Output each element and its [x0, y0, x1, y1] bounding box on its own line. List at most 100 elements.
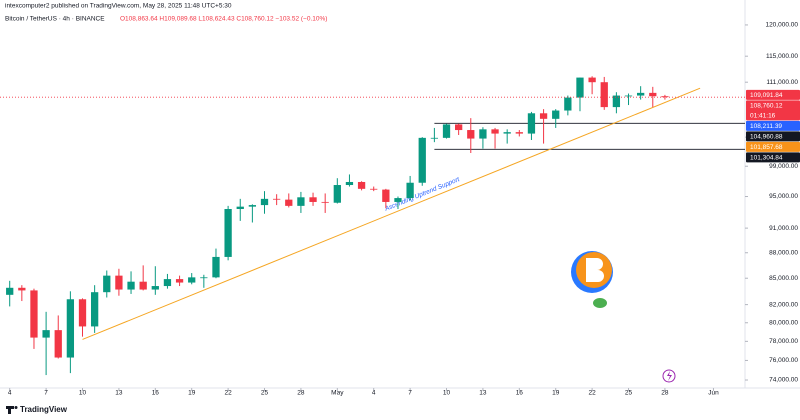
x-tick-label: 16 — [152, 390, 160, 397]
y-tick-label: 78,000.00 — [769, 338, 798, 345]
price-tag-label: 104,960.88 — [750, 134, 783, 141]
candle-body — [78, 299, 87, 327]
x-tick-label: 4 — [8, 390, 12, 397]
candle-body — [321, 201, 329, 203]
candle-body — [224, 209, 232, 257]
candle-body — [455, 124, 463, 131]
candle-body — [42, 330, 50, 338]
candle-body — [552, 110, 560, 119]
candle-body — [66, 299, 75, 358]
candle-body — [236, 206, 244, 210]
candle-body — [297, 197, 305, 206]
x-tick-label: 19 — [188, 390, 196, 397]
y-tick-label: 88,000.00 — [769, 249, 798, 256]
x-tick-label: 13 — [479, 390, 487, 397]
trendline — [82, 87, 701, 340]
y-tick-label: 99,000.00 — [769, 163, 798, 170]
candle-body — [527, 113, 536, 134]
candle-body — [624, 95, 633, 97]
x-tick-label: 25 — [261, 390, 269, 397]
candle-body — [479, 129, 487, 139]
candle-body — [175, 279, 184, 283]
publisher: intexcomputer2 published on TradingView.… — [5, 3, 232, 10]
y-tick-label: 76,000.00 — [769, 357, 798, 364]
candle-body — [139, 281, 147, 290]
candle-body — [345, 181, 354, 186]
price-tag-label: 109,091.84 — [750, 92, 783, 99]
candle-body — [151, 286, 159, 290]
candle-body — [394, 198, 402, 202]
candle-body — [467, 130, 475, 139]
candle-body — [273, 198, 281, 200]
candle-body — [612, 95, 621, 108]
candle-body — [430, 137, 439, 139]
candle-body — [285, 199, 293, 206]
candle-body — [576, 77, 584, 98]
price-tag — [746, 89, 800, 100]
x-tick-label: 4 — [372, 390, 376, 397]
x-tick-label: May — [331, 390, 344, 397]
candle-body — [503, 132, 511, 134]
candle-body — [6, 287, 14, 295]
y-tick-label: 74,000.00 — [769, 377, 798, 384]
bitcoin-icon — [571, 251, 613, 308]
ohlc: O108,863.64 H109,089.68 L108,624.43 C108… — [120, 16, 327, 23]
candle-body — [260, 198, 269, 206]
x-tick-label: 28 — [297, 390, 305, 397]
y-tick-label: 91,000.00 — [769, 225, 798, 232]
candle-body — [103, 275, 111, 293]
candle-body — [418, 137, 426, 183]
candle-body — [649, 92, 657, 97]
x-tick-label: 7 — [408, 390, 412, 397]
y-tick-label: 85,000.00 — [769, 275, 798, 282]
candle-body — [200, 277, 208, 279]
candle-body — [309, 197, 317, 202]
alert-icon[interactable] — [662, 369, 676, 383]
y-tick-label: 111,000.00 — [766, 79, 798, 86]
price-tag — [746, 120, 800, 131]
x-tick-label: 22 — [589, 390, 597, 397]
x-tick-label: 25 — [625, 390, 633, 397]
candle-body — [406, 182, 414, 199]
x-tick-label: 28 — [661, 390, 669, 397]
x-tick-label: 10 — [443, 390, 451, 397]
symbol: Bitcoin / TetherUS · 4h · BINANCE — [5, 16, 105, 23]
price-tag — [746, 131, 800, 142]
candle-body — [357, 181, 366, 189]
candle-body — [600, 82, 608, 108]
candle-body — [515, 132, 523, 134]
candle-body — [54, 330, 62, 358]
x-tick-label: 10 — [79, 390, 87, 397]
candle-body — [188, 277, 196, 283]
price-tag — [746, 152, 800, 163]
candle-body — [212, 256, 220, 278]
y-tick-label: 120,000.00 — [765, 22, 798, 29]
candle-body — [163, 279, 172, 287]
x-tick-label: 16 — [516, 390, 524, 397]
candle-body — [18, 287, 26, 291]
candle-body — [491, 129, 499, 134]
y-tick-label: 82,000.00 — [769, 301, 798, 308]
price-tag-label: 101,857.68 — [750, 144, 783, 151]
x-tick-label: 7 — [44, 390, 48, 397]
price-tag-label: 101,304.84 — [750, 155, 783, 162]
y-tick-label: 115,000.00 — [766, 53, 798, 60]
candle-body — [91, 292, 99, 327]
countdown: 01:41:16 — [750, 113, 776, 120]
price-tag-label: 108,760.12 — [750, 103, 783, 110]
brand-logo: TradingView — [6, 405, 68, 414]
x-tick-label: 22 — [224, 390, 232, 397]
x-tick-label: 19 — [552, 390, 560, 397]
candle-body — [442, 124, 451, 138]
price-tag-label: 108,211.39 — [750, 123, 782, 130]
candle-body — [564, 97, 572, 111]
candle-body — [539, 113, 548, 119]
candle-body — [30, 290, 38, 338]
x-tick-label: 13 — [115, 390, 123, 397]
candle-body — [115, 275, 123, 290]
price-tag — [746, 100, 800, 121]
candle-body — [248, 205, 257, 207]
candle-body — [637, 92, 645, 96]
candle-body — [127, 281, 135, 290]
